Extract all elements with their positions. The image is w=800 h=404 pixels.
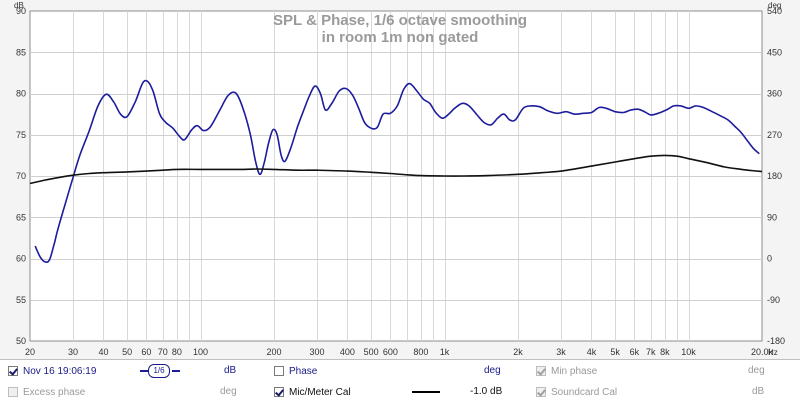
x-tick-label: 4k <box>587 347 597 357</box>
legend-item-mic-meter-cal[interactable]: Mic/Meter Cal <box>274 385 351 399</box>
mic-meter-cal-value: -1.0 dB <box>470 386 503 397</box>
phase-unit: deg <box>484 365 501 376</box>
x-tick-label: 3k <box>556 347 566 357</box>
y-tick-label: 55 <box>16 295 26 305</box>
soundcard-cal-unit: dB <box>752 386 765 397</box>
phase-label: Phase <box>289 365 318 377</box>
y2-tick-label: 360 <box>767 89 782 99</box>
x-tick-label: 800 <box>413 347 428 357</box>
x-tick-label: 20 <box>25 347 35 357</box>
x-tick-label: 6k <box>630 347 640 357</box>
left-axis-unit: dB <box>14 1 24 10</box>
mic-meter-cal-line-swatch <box>412 391 440 393</box>
mic-meter-cal-line <box>29 154 763 185</box>
y-tick-label: 65 <box>16 212 26 222</box>
mic-meter-cal-label: Mic/Meter Cal <box>289 386 351 398</box>
min-phase-label: Min phase <box>551 365 598 377</box>
x-tick-label: 40 <box>98 347 108 357</box>
y2-tick-label: 450 <box>767 47 782 57</box>
legend-item-phase[interactable]: Phase <box>274 364 317 378</box>
x-tick-label: 80 <box>172 347 182 357</box>
right-axis-unit: deg <box>768 1 781 10</box>
legend-item-measurement[interactable]: Nov 16 19:06:19 <box>8 364 96 378</box>
x-tick-label: 500 <box>364 347 379 357</box>
soundcard-cal-checkbox[interactable] <box>536 387 546 397</box>
x-tick-label: 200 <box>266 347 281 357</box>
measurement-unit: dB <box>224 365 237 376</box>
excess-phase-unit: deg <box>220 386 237 397</box>
y-tick-label: 70 <box>16 171 26 181</box>
spl-phase-chart: 90 85 80 75 70 65 60 55 50 540 450 360 270 180 90 0 -90… <box>14 1 785 357</box>
y-tick-label: 50 <box>16 336 26 346</box>
x-tick-label: 10k <box>681 347 696 357</box>
x-tick-label: 30 <box>68 347 78 357</box>
excess-phase-checkbox[interactable] <box>8 387 18 397</box>
legend-item-excess-phase[interactable]: Excess phase <box>8 385 85 399</box>
y2-tick-label: -180 <box>767 336 785 346</box>
x-tick-label: 70 <box>158 347 168 357</box>
x-tick-label: 8k <box>660 347 670 357</box>
y2-tick-label: -90 <box>767 295 780 305</box>
x-tick-label: 60 <box>141 347 151 357</box>
x-tick-label: 20.0k <box>751 347 774 357</box>
x-tick-label: 600 <box>383 347 398 357</box>
y2-tick-label: 0 <box>767 254 772 264</box>
legend-row-1: Nov 16 19:06:19 1/6 dB Phase deg Min pha… <box>0 361 800 381</box>
y-tick-label: 80 <box>16 89 26 99</box>
spl-measurement-line <box>34 79 760 263</box>
phase-checkbox[interactable] <box>274 366 284 376</box>
mic-meter-cal-checkbox[interactable] <box>274 387 284 397</box>
x-tick-label: 100 <box>193 347 208 357</box>
legend-row-2: Excess phase deg Mic/Meter Cal -1.0 dB S… <box>0 382 800 402</box>
y-tick-label: 85 <box>16 47 26 57</box>
x-tick-label: 5k <box>610 347 620 357</box>
y2-tick-label: 540 <box>767 6 782 16</box>
legend-panel: Nov 16 19:06:19 1/6 dB Phase deg Min pha… <box>0 359 800 404</box>
chart-subtitle: in room 1m non gated <box>322 29 479 46</box>
x-tick-label: 400 <box>340 347 355 357</box>
soundcard-cal-label: Soundcard Cal <box>551 386 618 398</box>
y-tick-label: 60 <box>16 254 26 264</box>
smoothing-selector[interactable]: 1/6 <box>148 364 170 378</box>
legend-item-min-phase[interactable]: Min phase <box>536 364 597 378</box>
measurement-checkbox[interactable] <box>8 366 18 376</box>
x-tick-label: 7k <box>646 347 656 357</box>
y-tick-label: 90 <box>16 6 26 16</box>
y-tick-label: 75 <box>16 130 26 140</box>
y2-tick-label: 90 <box>767 212 777 222</box>
y2-tick-label: 180 <box>767 171 782 181</box>
min-phase-unit: deg <box>748 365 765 376</box>
chart-title: SPL & Phase, 1/6 octave smoothing <box>273 12 527 29</box>
x-tick-label: 300 <box>309 347 324 357</box>
excess-phase-label: Excess phase <box>23 386 86 398</box>
x-tick-label: 50 <box>122 347 132 357</box>
x-tick-label: 1k <box>440 347 450 357</box>
y2-tick-label: 270 <box>767 130 782 140</box>
x-axis-unit: Hz <box>768 348 778 357</box>
legend-item-soundcard-cal[interactable]: Soundcard Cal <box>536 385 617 399</box>
measurement-line-swatch-left <box>140 370 148 372</box>
measurement-line-swatch-right <box>172 370 180 372</box>
measurement-label: Nov 16 19:06:19 <box>23 365 97 377</box>
x-tick-label: 2k <box>513 347 523 357</box>
min-phase-checkbox[interactable] <box>536 366 546 376</box>
